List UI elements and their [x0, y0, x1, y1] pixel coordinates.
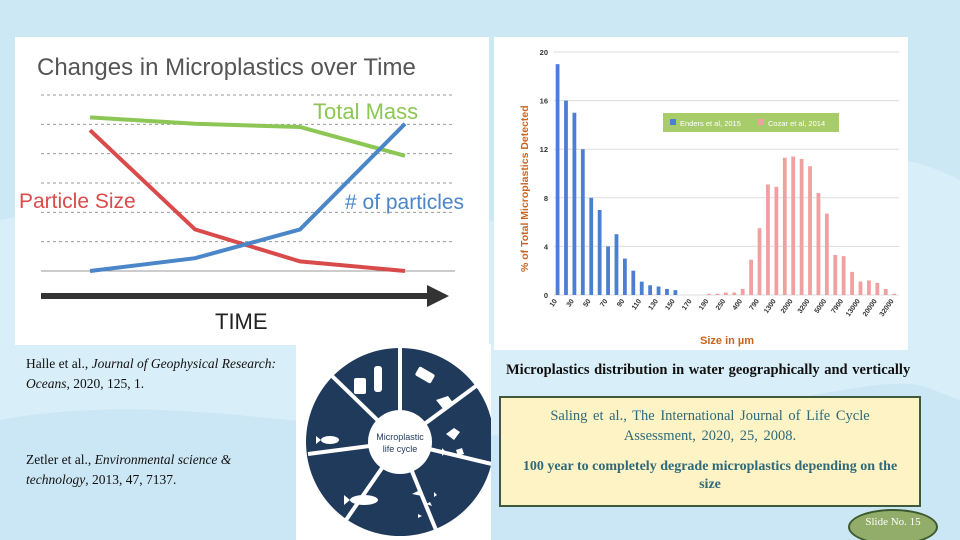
- ref-journal: Environmental science & technology: [26, 452, 232, 487]
- bar-enders: [631, 270, 636, 295]
- bar-cozar: [740, 288, 745, 295]
- ref-authors: Zetler et al.,: [26, 452, 92, 467]
- x-tick-label: 30: [566, 298, 576, 308]
- bar-enders: [564, 100, 568, 295]
- info-reference: Saling et al., The International Journal…: [550, 408, 870, 444]
- bar-enders: [597, 209, 602, 295]
- bar-enders: [580, 149, 585, 295]
- bar-enders: [623, 258, 627, 295]
- bar-enders: [648, 285, 653, 295]
- bar-cozar: [824, 213, 829, 295]
- time-arrow-head: [427, 285, 449, 307]
- microplastic-lifecycle-image: Microplastic life cycle: [296, 344, 491, 540]
- x-tick-label: 50: [582, 298, 592, 308]
- bar-enders: [572, 112, 577, 295]
- bar-cozar: [883, 288, 888, 295]
- legend-cozar: Cozar et al, 2014: [768, 119, 825, 128]
- x-tick-label: 1300: [763, 298, 778, 315]
- series-line--of-particles: [89, 122, 407, 273]
- ref-authors: Halle et al.,: [26, 356, 89, 371]
- x-tick-label: 130: [648, 298, 660, 312]
- legend-enders: Enders et al, 2015: [680, 119, 741, 128]
- x-tick-label: 150: [664, 298, 676, 312]
- bar-enders: [656, 286, 661, 295]
- bar-cozar: [816, 192, 821, 295]
- y-tick-label: 8: [544, 194, 548, 203]
- bar-enders: [665, 288, 669, 295]
- bar-cozar: [732, 292, 737, 295]
- x-tick-label: 5000: [814, 298, 829, 315]
- x-tick-label: 70: [599, 298, 609, 308]
- bar-cozar: [875, 282, 880, 295]
- line-chart-svg: Changes in Microplastics over Time Total…: [19, 54, 464, 334]
- lifecycle-label-line1: Microplastic: [376, 432, 424, 442]
- bar-cozar: [782, 157, 787, 295]
- bar-cozar: [799, 158, 804, 295]
- bar-enders: [614, 234, 619, 295]
- x-tick-label: 400: [732, 298, 744, 312]
- series-label-particle-size: Particle Size: [19, 190, 136, 213]
- bar-cozar: [749, 259, 754, 295]
- x-tick-label: 790: [749, 298, 761, 312]
- bar-enders: [606, 246, 610, 295]
- slide-number-badge: Slide No. 15: [848, 509, 938, 540]
- chart2-legend: Enders et al, 2015 Cozar et al, 2014: [663, 113, 839, 132]
- bar-cozar: [858, 281, 863, 295]
- bar-enders: [589, 197, 594, 295]
- size-distribution-chart: 0 4 8 12 16 20 10 30 50 70 90 110 130 150 170 190 250 400…: [494, 37, 908, 350]
- x-tick-label: 32000: [879, 298, 896, 318]
- chart1-title: Changes in Microplastics over Time: [37, 54, 416, 81]
- reference-halle: Halle et al., Journal of Geophysical Res…: [26, 354, 301, 394]
- y-tick-label: 12: [540, 145, 548, 154]
- x-tick-label: 250: [715, 298, 727, 312]
- x-tick-label: 10: [549, 298, 559, 308]
- y-tick-label: 0: [544, 291, 548, 300]
- x-tick-label: 3200: [797, 298, 812, 315]
- bar-cozar: [757, 228, 762, 295]
- lifecycle-label-line2: life cycle: [383, 444, 418, 454]
- x-tick-label: 170: [681, 298, 693, 312]
- x-tick-label: 190: [698, 298, 710, 312]
- bar-cozar: [715, 293, 720, 295]
- info-box: Saling et al., The International Journal…: [499, 396, 921, 507]
- x-tick-label: 110: [631, 298, 643, 311]
- reference-zetler: Zetler et al., Environmental science & t…: [26, 450, 296, 490]
- y-tick-label: 4: [544, 242, 549, 251]
- series-line-total-mass: [89, 115, 406, 158]
- bar-enders: [555, 64, 560, 296]
- chart2-ylabel: % of Total Microplastics Detected: [519, 105, 531, 272]
- ref-details: , 2013, 47, 7137.: [85, 472, 177, 487]
- bar-cozar: [867, 280, 871, 295]
- bar-enders: [673, 290, 678, 295]
- distribution-caption: Microplastics distribution in water geog…: [506, 362, 911, 378]
- lifecycle-diagram: Microplastic life cycle: [306, 348, 491, 536]
- x-tick-label: 7900: [830, 298, 845, 315]
- series-label-total-mass: Total Mass: [313, 99, 418, 124]
- info-note: 100 year to completely degrade microplas…: [522, 459, 898, 492]
- series-label-num-particles: # of particles: [345, 191, 464, 214]
- chart1-xlabel: TIME: [215, 309, 268, 334]
- bar-cozar: [723, 292, 728, 295]
- x-tick-label: 13000: [845, 298, 862, 318]
- bar-cozar: [707, 293, 711, 295]
- bar-cozar: [833, 254, 838, 295]
- y-tick-label: 20: [540, 48, 548, 57]
- bar-chart-svg: 0 4 8 12 16 20 10 30 50 70 90 110 130 150 170 190 250 400…: [519, 48, 899, 347]
- chart2-xlabel: Size in µm: [700, 335, 754, 347]
- x-tick-label: 2000: [780, 298, 795, 315]
- x-tick-label: 90: [616, 298, 626, 308]
- bar-cozar: [791, 156, 796, 295]
- bar-cozar: [766, 184, 770, 295]
- x-tick-label: 20000: [862, 298, 879, 318]
- bar-cozar: [892, 293, 897, 295]
- microplastics-over-time-chart: Changes in Microplastics over Time Total…: [15, 37, 489, 345]
- bar-cozar: [850, 271, 854, 295]
- bar-cozar: [841, 256, 846, 295]
- bar-cozar: [808, 166, 812, 295]
- ref-details: , 2020, 125, 1.: [66, 376, 145, 391]
- ref-journal: Journal of Geophysical Research: Oceans: [26, 356, 276, 391]
- bar-cozar: [774, 186, 779, 295]
- bar-enders: [639, 281, 644, 295]
- y-tick-label: 16: [540, 97, 548, 106]
